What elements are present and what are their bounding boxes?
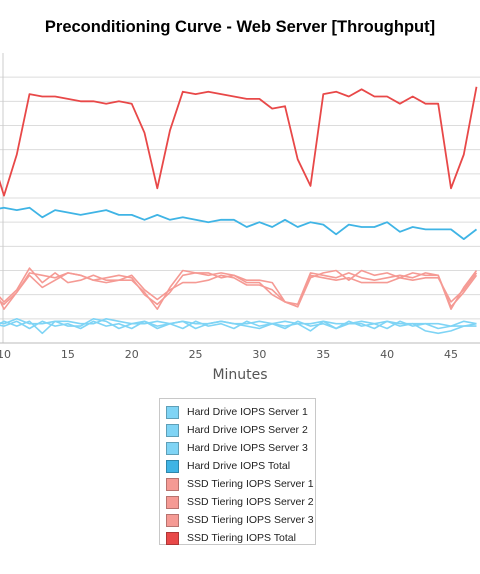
legend-label: Hard Drive IOPS Server 3 — [187, 442, 308, 454]
x-tick-label: 15 — [61, 348, 75, 361]
legend-label: Hard Drive IOPS Server 1 — [187, 406, 308, 418]
legend-item: Hard Drive IOPS Server 3 — [166, 439, 315, 457]
series-line-4 — [0, 206, 478, 241]
series-line-8 — [0, 86, 478, 197]
x-axis-label: Minutes — [212, 367, 268, 383]
legend-swatch — [166, 423, 179, 437]
x-tick-label: 35 — [316, 348, 330, 361]
legend-label: Hard Drive IOPS Total — [187, 460, 291, 472]
series-line-3 — [0, 317, 477, 327]
legend-item: SSD Tiering IOPS Total — [166, 529, 315, 547]
chart-title: Preconditioning Curve - Web Server [Thro… — [44, 18, 436, 36]
legend-swatch — [166, 513, 179, 527]
x-tick-label: 45 — [444, 348, 458, 361]
legend-swatch — [166, 459, 179, 473]
legend-label: SSD Tiering IOPS Server 3 — [187, 514, 314, 526]
legend-item: Hard Drive IOPS Server 2 — [166, 421, 315, 439]
chart-legend: Hard Drive IOPS Server 1 Hard Drive IOPS … — [159, 398, 316, 545]
x-tick-label: 10 — [0, 348, 11, 361]
legend-swatch — [166, 441, 179, 455]
legend-item: SSD Tiering IOPS Server 3 — [166, 511, 315, 529]
legend-label: SSD Tiering IOPS Total — [187, 532, 296, 544]
series-line-5 — [0, 267, 478, 308]
x-tick-label: 25 — [189, 348, 203, 361]
legend-swatch — [166, 405, 179, 419]
legend-swatch — [166, 531, 179, 545]
chart-gridlines — [0, 76, 480, 320]
chart-series — [0, 86, 478, 335]
legend-item: Hard Drive IOPS Server 1 — [166, 403, 315, 421]
legend-item: SSD Tiering IOPS Server 1 — [166, 475, 315, 493]
x-tick-label: 20 — [125, 348, 139, 361]
legend-item: Hard Drive IOPS Total — [166, 457, 315, 475]
legend-swatch — [166, 495, 179, 509]
x-tick-label: 40 — [380, 348, 394, 361]
legend-label: Hard Drive IOPS Server 2 — [187, 424, 308, 436]
legend-label: SSD Tiering IOPS Server 1 — [187, 478, 314, 490]
legend-item: SSD Tiering IOPS Server 2 — [166, 493, 315, 511]
legend-label: SSD Tiering IOPS Server 2 — [187, 496, 314, 508]
series-line-7 — [0, 269, 478, 308]
legend-swatch — [166, 477, 179, 491]
chart-axes — [0, 53, 480, 344]
x-axis-ticks: 10 15 20 25 30 35 40 45 — [0, 348, 458, 361]
x-tick-label: 30 — [252, 348, 266, 361]
